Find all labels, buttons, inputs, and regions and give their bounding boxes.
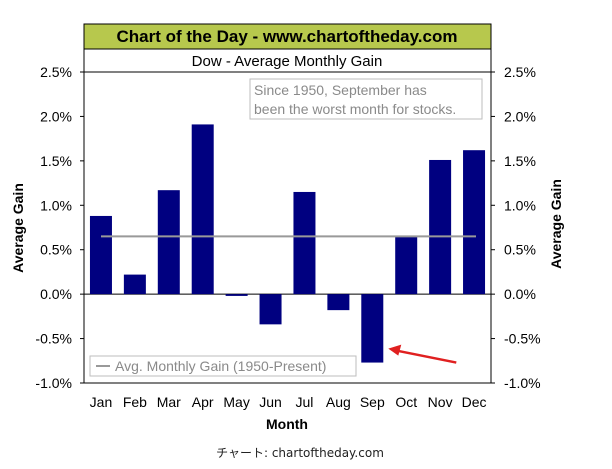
bar-nov: [429, 159, 452, 295]
y-tick-label-right: 0.0%: [504, 286, 536, 302]
y-tick-label-left: 0.0%: [40, 286, 72, 302]
x-tick-label: Apr: [192, 394, 214, 410]
x-tick-label: Oct: [395, 394, 417, 410]
y-tick-label-left: 1.5%: [40, 153, 72, 169]
bar-mar: [157, 190, 180, 295]
x-tick-label: Mar: [157, 394, 181, 410]
annotation-box: [249, 78, 483, 120]
x-tick-label: May: [223, 394, 249, 410]
y-tick-label-right: 2.0%: [504, 108, 536, 124]
y-axis-title-left: Average Gain: [10, 183, 26, 273]
y-tick-label-right: 0.5%: [504, 242, 536, 258]
banner-background: [83, 23, 492, 50]
x-tick-label: Nov: [428, 394, 453, 410]
legend-label: Avg. Monthly Gain (1950-Present): [115, 358, 326, 374]
y-tick-label-left: -1.0%: [35, 375, 72, 391]
bar-jul: [293, 191, 316, 295]
y-axis-left: 2.5% 2.0% 1.5% 1.0% 0.5% 0.0% -0.5% -1.0%: [35, 64, 84, 391]
bar-jun: [259, 294, 282, 325]
bar-apr: [191, 124, 214, 295]
bar-dec: [463, 150, 486, 295]
arrow-annotation: [388, 344, 457, 364]
y-tick-label-left: 2.0%: [40, 108, 72, 124]
y-axis-title-right: Average Gain: [548, 179, 564, 269]
y-tick-label-left: 2.5%: [40, 64, 72, 80]
x-axis: Jan Feb Mar Apr May Jun Jul Aug Sep Oct Nov Dec: [90, 394, 487, 410]
arrow-shaft: [396, 349, 457, 364]
plot-area: [83, 71, 492, 384]
bar-feb: [123, 274, 146, 295]
y-tick-label-right: 1.5%: [504, 153, 536, 169]
annotation-line-1: Since 1950, September has: [254, 82, 427, 98]
chart-title: Dow - Average Monthly Gain: [192, 53, 383, 70]
y-tick-label-right: -0.5%: [504, 331, 541, 347]
legend-box: [89, 355, 357, 377]
bar-jan: [89, 215, 112, 295]
annotation-line-2: been the worst month for stocks.: [254, 101, 456, 117]
y-tick-label-left: 0.5%: [40, 242, 72, 258]
footer-credit: チャート: chartoftheday.com: [216, 446, 384, 460]
x-tick-label: Sep: [360, 394, 385, 410]
bar-sep: [361, 294, 384, 363]
x-tick-label: Jun: [259, 394, 282, 410]
y-tick-label-right: 2.5%: [504, 64, 536, 80]
x-axis-title: Month: [266, 416, 308, 432]
bar-aug: [327, 294, 350, 311]
arrow-head: [388, 344, 402, 356]
x-tick-label: Dec: [462, 394, 487, 410]
bar-oct: [395, 236, 418, 295]
x-tick-label: Jul: [296, 394, 314, 410]
x-tick-label: Aug: [326, 394, 351, 410]
x-tick-label: Jan: [90, 394, 113, 410]
bar-may: [225, 294, 248, 296]
chart-banner: Chart of the Day - www.chartoftheday.com: [117, 27, 458, 46]
x-tick-label: Feb: [123, 394, 147, 410]
y-axis-right: 2.5% 2.0% 1.5% 1.0% 0.5% 0.0% -0.5% -1.0%: [491, 64, 541, 391]
y-tick-label-left: -0.5%: [35, 331, 72, 347]
y-tick-label-right: -1.0%: [504, 375, 541, 391]
y-tick-label-left: 1.0%: [40, 197, 72, 213]
y-tick-label-right: 1.0%: [504, 197, 536, 213]
